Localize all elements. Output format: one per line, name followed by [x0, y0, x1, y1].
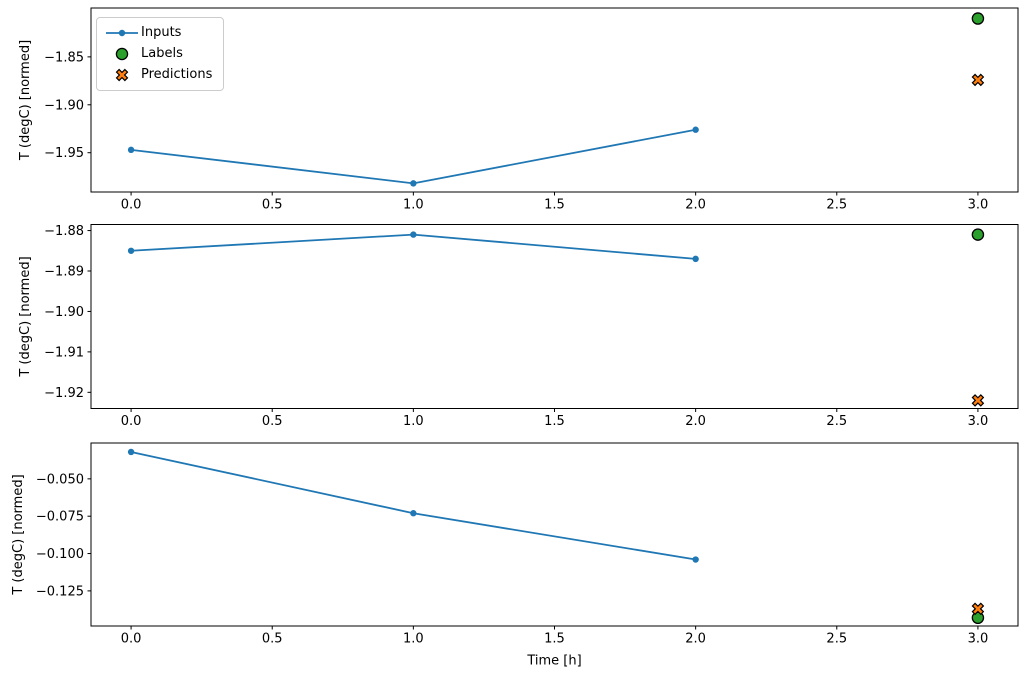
x-tick-label: 0.0 — [121, 414, 142, 429]
legend-inputs-dot — [118, 29, 126, 37]
legend-entry-labels: Labels — [103, 44, 217, 64]
labels-marker — [971, 12, 985, 25]
x-tick-label: 2.5 — [826, 414, 847, 429]
x-tick-label: 0.5 — [262, 198, 283, 213]
y-axis-label: T (degC) [normed] — [18, 40, 33, 161]
legend-entry-predictions: Predictions — [103, 65, 217, 85]
legend-label-predictions: Predictions — [141, 67, 213, 82]
predictions-marker — [971, 394, 985, 407]
x-tick-label: 0.0 — [121, 198, 142, 213]
x-tick-label: 3.0 — [968, 198, 989, 213]
inputs-point — [692, 556, 699, 563]
inputs-point — [127, 247, 135, 254]
legend-entry-inputs: Inputs — [103, 23, 217, 43]
legend-predictions-x — [115, 68, 129, 82]
predictions-x-icon — [103, 67, 141, 83]
x-tick-label: 1.0 — [403, 198, 424, 213]
x-tick-label: 0.0 — [121, 632, 142, 647]
predictions-marker — [971, 73, 985, 87]
labels-circle-icon — [103, 46, 141, 62]
x-tick-label: 1.5 — [544, 414, 565, 429]
x-tick-label: 3.0 — [968, 632, 989, 647]
subplot-3: 0.0 0.5 1.0 1.5 2.0 2.5 3.0 −0.050 −0.075 −0.100 −… — [11, 442, 1019, 669]
inputs-line — [130, 451, 696, 561]
y-tick-label: −1.90 — [44, 98, 84, 113]
inputs-line — [130, 128, 696, 185]
axes-frame — [90, 7, 1019, 193]
x-tick-label: 1.0 — [403, 414, 424, 429]
x-tick-label: 2.0 — [685, 632, 706, 647]
inputs-line — [131, 233, 696, 260]
y-axis-label: T (degC) [normed] — [18, 256, 33, 377]
y-axis-label: T (degC) [normed] — [11, 474, 26, 595]
legend: Inputs Labels Predictions — [96, 17, 224, 91]
subplot-1: 0.0 0.5 1.0 1.5 2.0 2.5 3.0 −1.85 −1.90 −1.95 T (d… — [18, 7, 1019, 213]
inputs-point — [127, 448, 135, 456]
predictions-marker — [971, 602, 985, 616]
y-tick-label: −1.92 — [44, 386, 84, 401]
inputs-point — [692, 126, 699, 133]
x-tick-label: 1.5 — [544, 632, 565, 647]
inputs-point — [692, 255, 699, 263]
y-tick-label: −0.100 — [36, 547, 84, 562]
axes-frame — [90, 224, 1019, 409]
inputs-point — [127, 146, 135, 154]
x-tick-label: 2.0 — [685, 414, 706, 429]
x-tick-label: 3.0 — [968, 414, 989, 429]
y-tick-label: −0.050 — [36, 472, 84, 487]
legend-labels-circle — [115, 47, 129, 61]
legend-label-labels: Labels — [141, 46, 183, 61]
inputs-point — [410, 510, 417, 517]
inputs-point — [410, 231, 417, 238]
x-tick-label: 1.5 — [544, 198, 565, 213]
y-tick-label: −1.90 — [44, 305, 84, 320]
y-tick-label: −1.89 — [44, 265, 84, 280]
inputs-line-dot-icon — [103, 26, 141, 40]
axes-frame — [90, 442, 1019, 627]
y-tick-label: −0.075 — [36, 510, 84, 525]
x-axis-label: Time [h] — [526, 654, 581, 669]
x-tick-label: 0.5 — [262, 632, 283, 647]
y-tick-label: −0.125 — [36, 584, 84, 599]
subplot-2: 0.0 0.5 1.0 1.5 2.0 2.5 3.0 −1.88 −1.89 −1.90 −1.9… — [18, 224, 1019, 429]
y-tick-label: −1.95 — [44, 146, 84, 161]
x-tick-label: 0.5 — [262, 414, 283, 429]
x-tick-label: 2.5 — [826, 632, 847, 647]
y-tick-label: −1.85 — [44, 50, 84, 65]
x-tick-label: 2.0 — [685, 198, 706, 213]
labels-marker — [971, 228, 985, 241]
y-tick-label: −1.88 — [44, 224, 84, 239]
legend-label-inputs: Inputs — [141, 25, 182, 40]
y-tick-label: −1.91 — [44, 345, 84, 360]
x-tick-label: 2.5 — [826, 198, 847, 213]
inputs-point — [410, 180, 417, 187]
x-tick-label: 1.0 — [403, 632, 424, 647]
